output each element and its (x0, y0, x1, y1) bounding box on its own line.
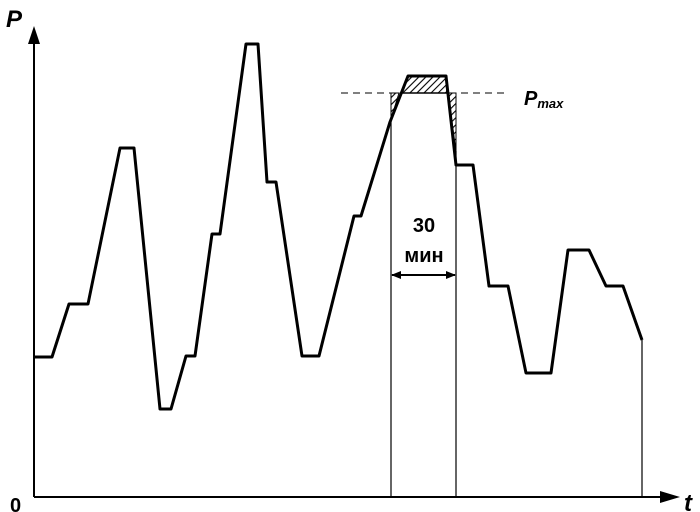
x-axis-arrow-icon (660, 491, 680, 503)
pmax-label: Pmax (524, 88, 564, 111)
pmax-label-main: P (524, 88, 538, 110)
origin-label: 0 (10, 495, 21, 512)
x-axis-label: t (684, 490, 693, 512)
interval-unit: мин (404, 245, 443, 267)
load-curve (34, 42, 644, 411)
y-axis-arrow-icon (28, 26, 40, 44)
y-axis-label: P (6, 6, 23, 33)
pmax-label-sub: max (537, 96, 564, 111)
interval-value: 30 (413, 215, 435, 237)
